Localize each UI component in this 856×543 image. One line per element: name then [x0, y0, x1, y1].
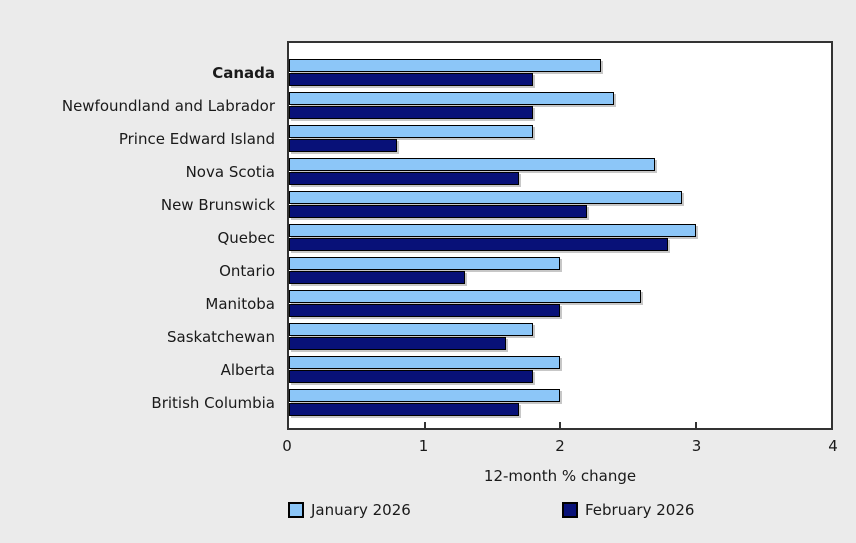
bar-january-manitoba	[289, 290, 642, 303]
bar-january-quebec	[289, 224, 696, 237]
x-axis-title: 12-month % change	[483, 467, 637, 485]
category-label-row: Nova Scotia	[0, 155, 281, 188]
category-label-newfoundland-and-labrador: Newfoundland and Labrador	[61, 96, 275, 115]
bar-group-british-columbia	[289, 386, 831, 419]
bar-january-nova-scotia	[289, 158, 655, 171]
bar-group-saskatchewan	[289, 320, 831, 353]
bar-february-manitoba	[289, 304, 560, 317]
category-label-quebec: Quebec	[217, 228, 275, 247]
category-label-row: Canada	[0, 56, 281, 89]
bar-february-ontario	[289, 271, 466, 284]
legend-item-january: January 2026	[288, 501, 562, 519]
bar-group-alberta	[289, 353, 831, 386]
bar-january-newfoundland-and-labrador	[289, 92, 615, 105]
category-label-row: British Columbia	[0, 386, 281, 419]
y-axis-category-labels: Canada Newfoundland and Labrador Prince Ed…	[0, 56, 281, 419]
category-label-alberta: Alberta	[220, 360, 275, 379]
bar-january-ontario	[289, 257, 560, 270]
bar-group-ontario	[289, 254, 831, 287]
bar-february-british-columbia	[289, 403, 520, 416]
bar-february-nova-scotia	[289, 172, 520, 185]
category-label-row: Alberta	[0, 353, 281, 386]
category-label-ontario: Ontario	[219, 261, 275, 280]
bar-january-saskatchewan	[289, 323, 533, 336]
bar-group-new-brunswick	[289, 188, 831, 221]
category-label-row: Prince Edward Island	[0, 122, 281, 155]
category-label-manitoba: Manitoba	[205, 294, 275, 313]
category-label-saskatchewan: Saskatchewan	[167, 327, 275, 346]
category-label-row: Newfoundland and Labrador	[0, 89, 281, 122]
category-label-row: New Brunswick	[0, 188, 281, 221]
legend-label-january: January 2026	[311, 501, 411, 519]
legend-item-february: February 2026	[562, 501, 694, 519]
bar-group-newfoundland-and-labrador	[289, 89, 831, 122]
legend-swatch-february	[562, 502, 578, 518]
category-label-row: Ontario	[0, 254, 281, 287]
x-tick-1	[423, 422, 426, 428]
x-tick-3	[694, 422, 697, 428]
bar-february-prince-edward-island	[289, 139, 398, 152]
bar-february-quebec	[289, 238, 669, 251]
bar-group-manitoba	[289, 287, 831, 320]
bar-february-saskatchewan	[289, 337, 506, 350]
bar-february-new-brunswick	[289, 205, 588, 218]
category-label-british-columbia: British Columbia	[151, 393, 275, 412]
bar-february-canada	[289, 73, 533, 86]
bar-group-nova-scotia	[289, 155, 831, 188]
bar-group-canada	[289, 56, 831, 89]
category-label-row: Manitoba	[0, 287, 281, 320]
bar-group-quebec	[289, 221, 831, 254]
x-tick-label-0: 0	[282, 437, 292, 455]
bar-january-new-brunswick	[289, 191, 682, 204]
bar-january-prince-edward-island	[289, 125, 533, 138]
category-label-nova-scotia: Nova Scotia	[185, 162, 275, 181]
plot-area	[287, 41, 833, 430]
category-label-row: Quebec	[0, 221, 281, 254]
x-tick-2	[559, 422, 561, 428]
bar-group-prince-edward-island	[289, 122, 831, 155]
category-label-canada: Canada	[212, 63, 275, 82]
category-label-new-brunswick: New Brunswick	[160, 195, 275, 214]
x-tick-label-4: 4	[828, 437, 838, 455]
category-label-prince-edward-island: Prince Edward Island	[118, 129, 275, 148]
bars-container	[289, 56, 831, 419]
legend-swatch-january	[288, 502, 304, 518]
x-axis-tick-labels: 0 1 2 3 4	[282, 437, 838, 457]
bar-february-alberta	[289, 370, 533, 383]
bar-february-newfoundland-and-labrador	[289, 106, 533, 119]
bar-january-alberta	[289, 356, 560, 369]
x-tick-label-2: 2	[555, 437, 565, 455]
legend-label-february: February 2026	[585, 501, 695, 519]
category-label-row: Saskatchewan	[0, 320, 281, 353]
legend: January 2026 February 2026	[288, 501, 848, 519]
x-tick-label-1: 1	[418, 437, 429, 455]
bar-january-british-columbia	[289, 389, 560, 402]
x-tick-label-3: 3	[691, 437, 702, 455]
bar-january-canada	[289, 59, 601, 72]
